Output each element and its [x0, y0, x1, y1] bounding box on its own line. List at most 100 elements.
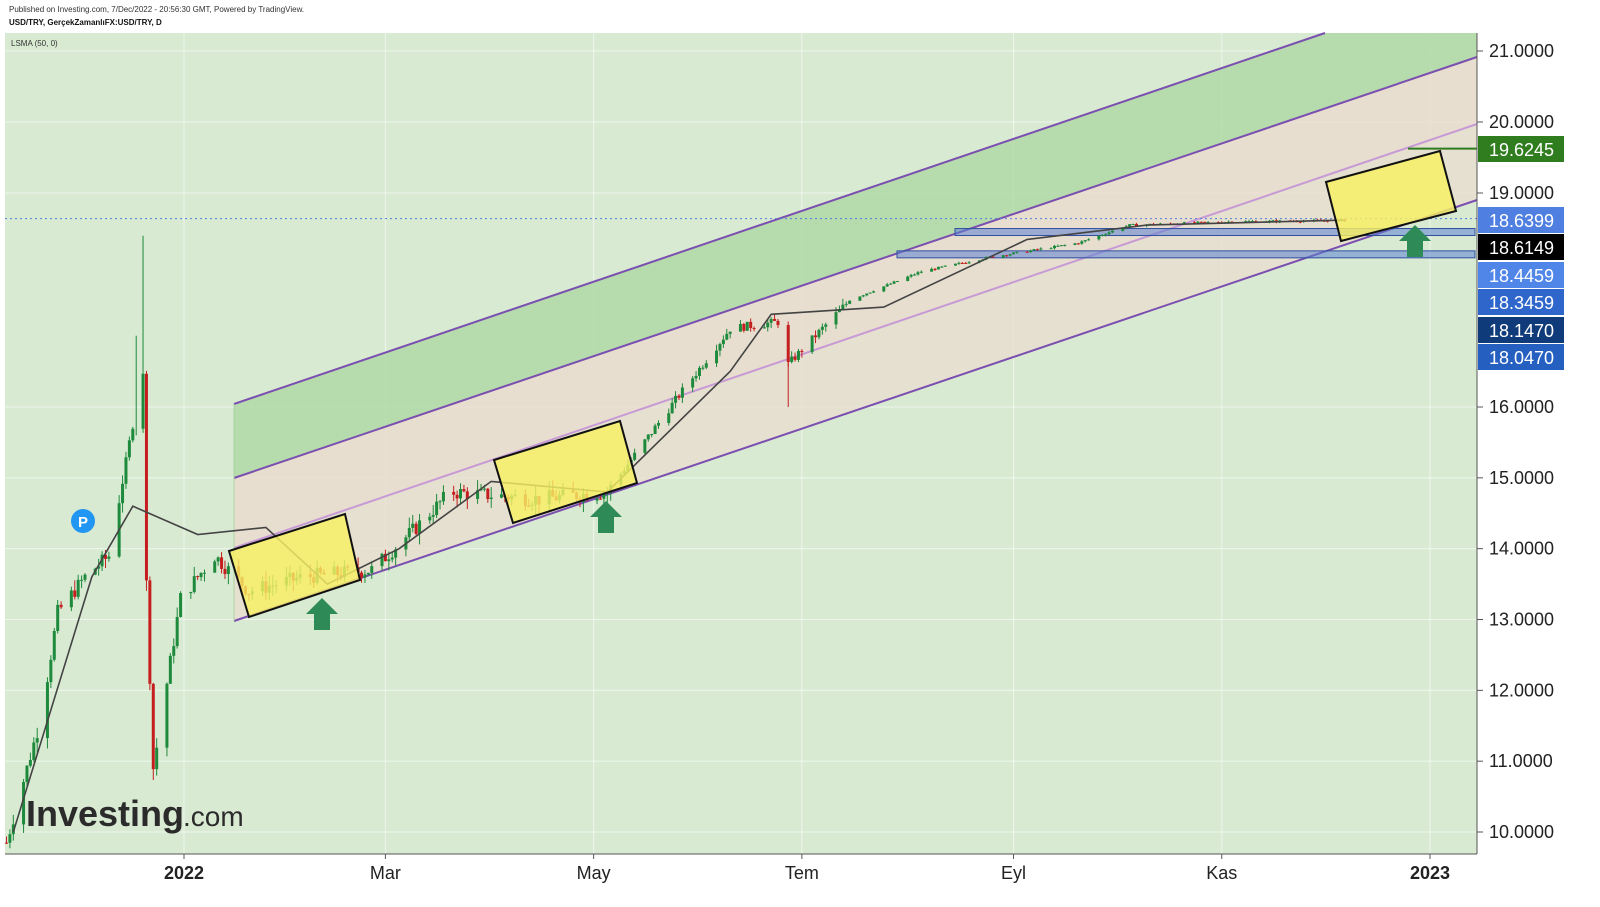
candle-body — [991, 256, 995, 258]
candle — [598, 495, 602, 500]
price-tag[interactable]: 18.3459 — [1478, 289, 1564, 315]
candle — [452, 485, 456, 502]
candle — [462, 484, 466, 493]
symbol-title: USD/TRY, GerçekZamanlıFX:USD/TRY, D — [9, 18, 162, 27]
candle-body — [817, 329, 821, 338]
investing-logo: Investing .com — [26, 793, 244, 834]
candle-body — [83, 574, 87, 580]
candle — [360, 570, 364, 583]
candle — [1104, 233, 1108, 237]
candle-body — [943, 265, 947, 267]
price-tag-bg[interactable] — [1478, 317, 1564, 343]
candle-body — [35, 738, 39, 743]
time-axis[interactable]: 2022 Mar May Tem Eyl Kas 2023 — [5, 853, 1477, 883]
candle — [428, 512, 432, 524]
candle-body — [52, 630, 56, 660]
candle — [657, 420, 661, 429]
candle — [175, 607, 179, 649]
candle — [752, 326, 756, 332]
y-tick-label: 19.0000 — [1489, 183, 1554, 203]
candle — [844, 301, 848, 307]
candle-body — [199, 572, 203, 578]
price-tag-bg[interactable] — [1478, 234, 1564, 260]
price-tag-label: 18.1470 — [1489, 321, 1554, 341]
price-tag-bg[interactable] — [1478, 262, 1564, 288]
candle-body — [1192, 222, 1196, 224]
candle — [633, 448, 637, 461]
y-tick-label: 16.0000 — [1489, 397, 1554, 417]
candle-body — [1250, 221, 1254, 223]
candle-body — [144, 373, 148, 581]
candle-body — [1111, 230, 1115, 233]
price-tag-bg[interactable] — [1478, 344, 1564, 370]
candle-body — [598, 498, 602, 500]
candle-body — [1206, 222, 1210, 224]
candle-body — [861, 295, 865, 297]
candle-body — [653, 425, 657, 434]
logo-suffix: .com — [183, 801, 244, 832]
y-tick-label: 11.0000 — [1489, 751, 1553, 771]
price-tag-bg[interactable] — [1478, 207, 1564, 233]
price-tag-bg[interactable] — [1478, 136, 1564, 162]
price-tag-bg[interactable] — [1478, 289, 1564, 315]
candle-body — [885, 284, 889, 287]
candle — [824, 322, 828, 332]
candle — [131, 426, 135, 443]
candle-body — [148, 580, 152, 684]
candle-body — [1128, 224, 1132, 227]
candle — [957, 261, 961, 265]
price-axis[interactable]: 10.0000 11.0000 12.0000 13.0000 14.0000 15.00… — [1476, 33, 1564, 854]
candle-body — [1104, 234, 1108, 236]
candle — [363, 570, 367, 584]
candle-body — [438, 501, 442, 503]
candle-body — [1063, 244, 1067, 246]
candle-body — [752, 328, 756, 330]
candle-body — [465, 491, 469, 499]
candle — [674, 391, 678, 409]
candle-body — [957, 262, 961, 264]
candle-body — [848, 300, 852, 304]
candle-body — [1199, 221, 1203, 223]
marker-circle[interactable] — [71, 509, 95, 533]
price-tag[interactable]: 18.0470 — [1478, 344, 1564, 370]
y-tick-label: 21.0000 — [1489, 41, 1554, 61]
candle-body — [1029, 250, 1033, 253]
candle-body — [124, 457, 128, 484]
candle — [793, 352, 797, 362]
price-tag[interactable]: 18.6399 — [1478, 207, 1564, 233]
candle-body — [390, 557, 394, 560]
candle-body — [80, 579, 84, 581]
candle — [56, 599, 60, 634]
x-tick-label: 2023 — [1410, 863, 1450, 883]
y-tick-label: 14.0000 — [1489, 539, 1554, 559]
lsma-line — [12, 219, 1345, 833]
candle — [438, 499, 442, 510]
candle-body — [482, 488, 486, 490]
candle-body — [814, 335, 818, 338]
price-tag[interactable]: 18.4459 — [1478, 262, 1564, 288]
candle — [418, 513, 422, 545]
candle — [407, 517, 411, 542]
price-tag[interactable]: 18.6149 — [1478, 234, 1564, 260]
candle-body — [387, 559, 391, 562]
candle — [35, 727, 39, 754]
candle — [885, 282, 889, 287]
candle-body — [643, 439, 647, 453]
x-tick-label: Eyl — [1001, 863, 1026, 883]
candle — [728, 331, 732, 339]
candle — [701, 365, 705, 371]
candle — [165, 682, 169, 757]
candle-body — [1008, 254, 1012, 256]
candle-body — [1100, 235, 1104, 237]
candle — [148, 576, 152, 691]
price-tag[interactable]: 19.6245 — [1478, 136, 1564, 162]
publish-marker[interactable]: P — [71, 509, 95, 533]
candle — [1039, 247, 1043, 251]
candle-body — [168, 655, 172, 684]
candle — [1199, 221, 1203, 223]
indicator-label: LSMA (50, 0) — [11, 39, 58, 48]
candle-body — [411, 523, 415, 528]
price-tag[interactable]: 18.1470 — [1478, 317, 1564, 343]
x-tick-label: Tem — [785, 863, 819, 883]
